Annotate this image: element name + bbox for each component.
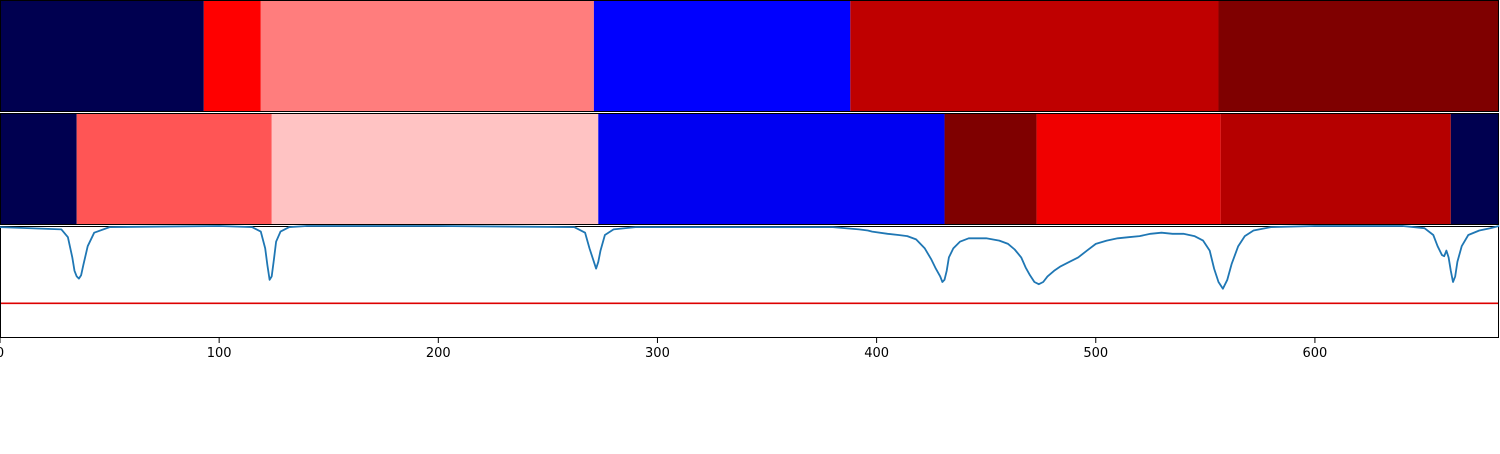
heatmap-row-2-segment-3 xyxy=(271,113,599,225)
x-tick-label-0: 0 xyxy=(0,346,4,361)
x-tick-label-200: 200 xyxy=(426,346,451,361)
heatmap-row-2-segment-5 xyxy=(944,113,1037,225)
heatmap-row-1-segment-3 xyxy=(260,0,594,112)
x-tick-label-500: 500 xyxy=(1083,346,1108,361)
heatmap-row-1-segment-4 xyxy=(593,0,851,112)
x-axis: 0 100 200 300 400 500 600 xyxy=(0,338,1327,361)
heatmap-row-1-segment-5 xyxy=(850,0,1219,112)
line-panel-frame xyxy=(0,226,1499,338)
heatmap-rows xyxy=(0,0,1499,225)
heatmap-row-1-segment-2 xyxy=(203,0,261,112)
heatmap-row-1-segment-6 xyxy=(1218,0,1499,112)
heatmap-row-2-segment-6 xyxy=(1036,113,1221,225)
heatmap-row-2-segment-7 xyxy=(1220,113,1451,225)
line-panel xyxy=(0,225,1500,338)
x-tick-label-400: 400 xyxy=(864,346,889,361)
heatmap-row-2-segment-4 xyxy=(598,113,945,225)
x-tick-label-600: 600 xyxy=(1302,346,1327,361)
x-tick-label-300: 300 xyxy=(645,346,670,361)
heatmap-row-2-segment-2 xyxy=(76,113,272,225)
heatmap-row-1-segment-1 xyxy=(0,0,204,112)
heatmap-row-2-segment-8 xyxy=(1450,113,1499,225)
heatmap-row-1-frame xyxy=(0,0,1499,112)
heatmap-row-2-segment-1 xyxy=(0,113,77,225)
signal-line-1 xyxy=(0,225,1500,290)
x-tick-label-100: 100 xyxy=(207,346,232,361)
heatmap-row-2-frame xyxy=(0,113,1499,225)
